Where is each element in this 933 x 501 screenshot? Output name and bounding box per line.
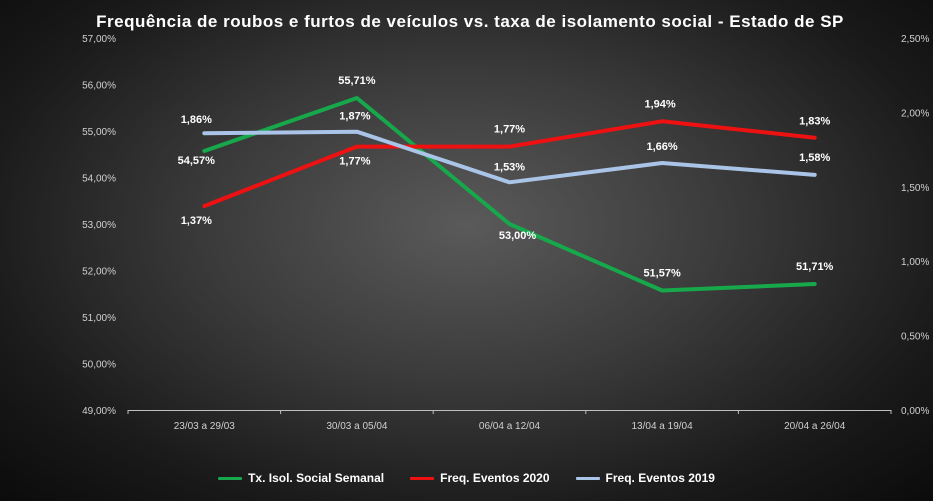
y-left-tick-label: 52,00% (82, 267, 116, 278)
legend-label: Freq. Eventos 2020 (440, 471, 550, 485)
data-label: 1,77% (494, 124, 525, 136)
y-right-tick-label: 0,00% (901, 406, 929, 417)
data-label: 1,58% (799, 152, 830, 164)
data-label: 1,53% (494, 161, 525, 173)
legend-label: Tx. Isol. Social Semanal (248, 471, 385, 485)
x-category-label: 20/04 a 26/04 (784, 421, 846, 432)
data-label: 1,86% (181, 114, 212, 126)
y-left-tick-label: 54,00% (82, 174, 116, 185)
x-category-label: 30/03 a 05/04 (326, 421, 388, 432)
data-label: 1,94% (644, 98, 675, 110)
y-left-tick-label: 53,00% (82, 220, 116, 231)
x-category-label: 06/04 a 12/04 (479, 421, 541, 432)
legend-label: Freq. Eventos 2019 (605, 471, 715, 485)
series-line-1 (202, 96, 817, 293)
y-right-tick-label: 2,50% (901, 34, 929, 45)
legend-swatch (218, 476, 243, 480)
legend: Tx. Isol. Social Semanal Freq. Eventos 20… (0, 471, 933, 485)
y-right-tick-label: 0,50% (901, 332, 929, 343)
data-label: 1,66% (646, 141, 677, 153)
data-label: 51,57% (643, 267, 681, 279)
chart-title: Frequência de roubos e furtos de veículo… (96, 12, 844, 31)
data-label: 51,71% (796, 261, 834, 273)
legend-swatch (410, 476, 435, 480)
data-label: 1,87% (339, 111, 370, 123)
y-left-tick-label: 55,00% (82, 127, 116, 138)
data-label: 54,57% (178, 155, 216, 167)
y-right-tick-label: 1,00% (901, 257, 929, 268)
data-label: 55,71% (338, 75, 376, 87)
y-right-tick-label: 2,00% (901, 108, 929, 119)
legend-entry: Freq. Eventos 2019 (575, 471, 715, 485)
y-left-tick-label: 50,00% (82, 360, 116, 371)
data-label: 1,37% (181, 215, 212, 227)
legend-entry: Tx. Isol. Social Semanal (218, 471, 384, 485)
legend-entry: Freq. Eventos 2020 (410, 471, 550, 485)
legend-swatch (575, 476, 600, 480)
y-left-tick-label: 49,00% (82, 406, 116, 417)
x-category-label: 13/04 a 19/04 (632, 421, 694, 432)
series-line-2 (202, 119, 817, 209)
data-label: 1,83% (799, 116, 830, 128)
data-label: 53,00% (499, 230, 537, 242)
y-left-tick-label: 57,00% (82, 34, 116, 45)
y-right-tick-label: 1,50% (901, 183, 929, 194)
series-line-3 (202, 129, 817, 185)
y-left-tick-label: 51,00% (82, 313, 116, 324)
data-label: 1,77% (339, 156, 370, 168)
x-category-label: 23/03 a 29/03 (174, 421, 236, 432)
y-left-tick-label: 56,00% (82, 81, 116, 92)
